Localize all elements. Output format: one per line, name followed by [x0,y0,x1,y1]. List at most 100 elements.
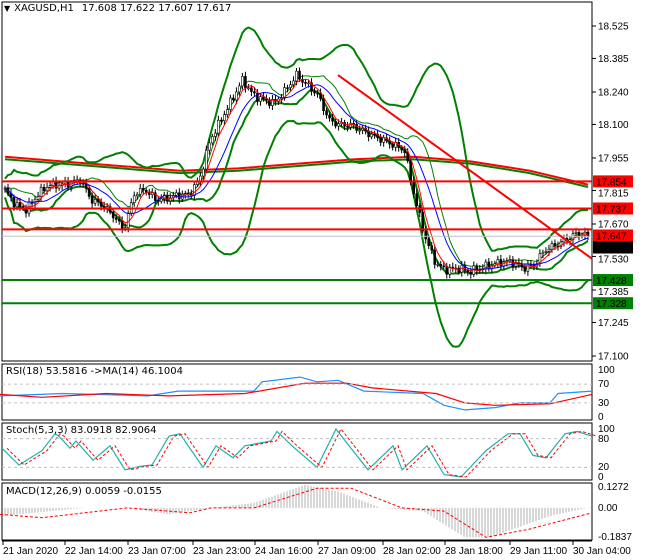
candle-body [96,198,100,203]
y-tick-label: 17.955 [598,154,629,165]
candle-body [469,271,473,275]
candle-body [547,248,551,252]
dropdown-triangle-icon[interactable]: ▼ [4,4,11,13]
x-tick-label: 24 Jan 16:00 [255,546,313,557]
candle-body [241,76,244,87]
candle-body [244,76,247,89]
rsi-tick-label: 100 [598,365,615,376]
candle-body [150,192,154,195]
x-tick-label: 30 Jan 04:00 [573,546,631,557]
level-price-label: 17.328 [596,299,627,310]
candle-body [370,133,373,138]
candle-body [177,192,181,200]
candle-body [147,192,151,195]
candle-body [211,136,214,144]
y-tick-label: 17.530 [598,255,629,266]
symbol-label: XAGUSD,H1 [14,3,74,14]
candle-body [126,212,130,229]
candle-body [117,219,121,222]
ohlc-values: 17.608 17.622 17.607 17.617 [81,3,232,14]
candle-body [214,132,217,137]
rsi-ma-line [0,382,593,406]
candle-body [400,147,403,151]
candle-body [391,143,394,148]
candle-body [90,196,94,204]
candle-body [229,97,232,110]
candle-body [174,192,178,196]
candle-body [250,87,253,92]
panel-frame-2 [1,422,593,481]
candle-body [45,186,49,192]
candle-body [12,196,16,208]
trendline [337,74,593,260]
candle-body [319,92,322,99]
panel-frame-1 [1,363,593,421]
candle-body [280,97,283,100]
macd-tick-label: 0.00 [598,503,618,514]
rsi-tick-label: 0 [598,412,604,423]
level-price-label: 17.428 [596,276,627,287]
x-tick-label: 29 Jan 11:00 [510,546,568,557]
candle-body [217,119,220,134]
candle-body [247,87,250,90]
candle-body [259,96,262,102]
candle-body [33,198,37,204]
y-tick-label: 17.245 [598,318,629,329]
candle-body [577,232,581,237]
x-tick-label: 28 Jan 18:00 [445,546,503,557]
stoch-signal-line [6,428,598,478]
candle-body [433,249,437,265]
candle-body [544,251,548,253]
candle-body [349,122,352,128]
candle-body [226,109,229,115]
candle-body [156,200,160,202]
bollinger-lower-band [4,119,589,348]
candle-body [120,220,124,229]
candle-body [93,198,97,204]
candle-body [114,217,118,220]
macd-tick-label: -0.1837 [598,532,632,543]
level-price-tag [593,202,633,215]
candle-body [574,232,578,234]
y-tick-label: 18.240 [598,88,629,99]
candle-body [295,70,298,82]
candle-body [415,193,419,206]
candle-body [292,80,295,86]
candle-body [430,245,434,251]
candle-body [193,184,196,196]
fast-ma-red-line [4,78,589,272]
candle-body [358,129,361,132]
candle-body [111,211,115,219]
candle-body [138,188,142,195]
candle-body [135,193,139,197]
candle-body [424,230,428,240]
candle-body [268,99,271,106]
candle-body [346,125,349,128]
stoch-tick-label: 0 [598,472,604,483]
level-price-label: 17.854 [596,177,627,188]
candle-body [238,85,241,93]
candle-body [253,91,256,94]
candle-body [421,212,425,232]
stoch-tick-label: 80 [598,434,610,445]
candle-body [334,120,337,127]
candle-body [331,117,334,122]
candle-body [205,149,208,170]
candle-body [48,185,52,188]
candle-body [159,198,163,202]
ma-blue-line [4,84,589,271]
rsi-tick-label: 30 [598,398,610,409]
x-tick-label: 23 Jan 07:00 [128,546,186,557]
level-price-tag [593,274,633,287]
long-ma-green-line [4,158,589,188]
y-tick-label: 18.100 [598,120,629,131]
candle-body [496,259,500,265]
candle-body [162,194,166,200]
candle-body [337,123,340,127]
candle-body [325,110,328,116]
candle-body [289,84,292,88]
candle-body [463,265,467,271]
candle-body [232,97,235,101]
